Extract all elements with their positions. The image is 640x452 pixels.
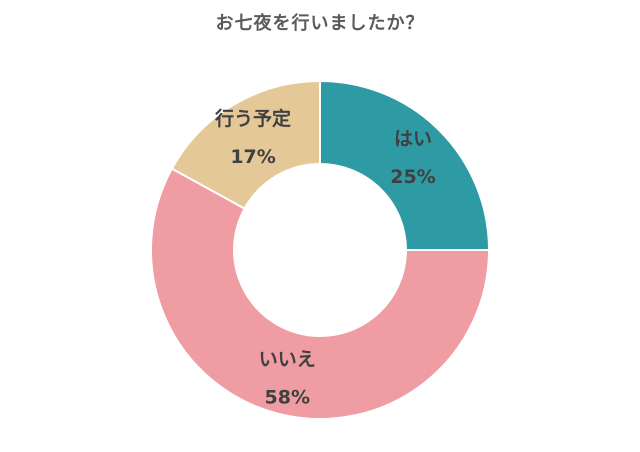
- slice-2-category-label: いいえ: [259, 348, 316, 370]
- slice-1-value-label: 25%: [390, 166, 435, 188]
- labels-group: はい 25% いいえ 58% 行う予定 17%: [214, 107, 436, 409]
- slice-1-category-label: はい: [394, 128, 432, 150]
- slice-2: [150, 167, 491, 420]
- slice-3-category-label: 行う予定: [214, 107, 291, 130]
- slice-1: [319, 79, 491, 251]
- slice-3: [170, 79, 321, 210]
- slice-2-value-label: 58%: [265, 386, 310, 408]
- slice-3-value-label: 17%: [230, 146, 275, 168]
- slices-group: [150, 79, 491, 420]
- chart-title: お七夜を行いましたか？: [215, 13, 425, 34]
